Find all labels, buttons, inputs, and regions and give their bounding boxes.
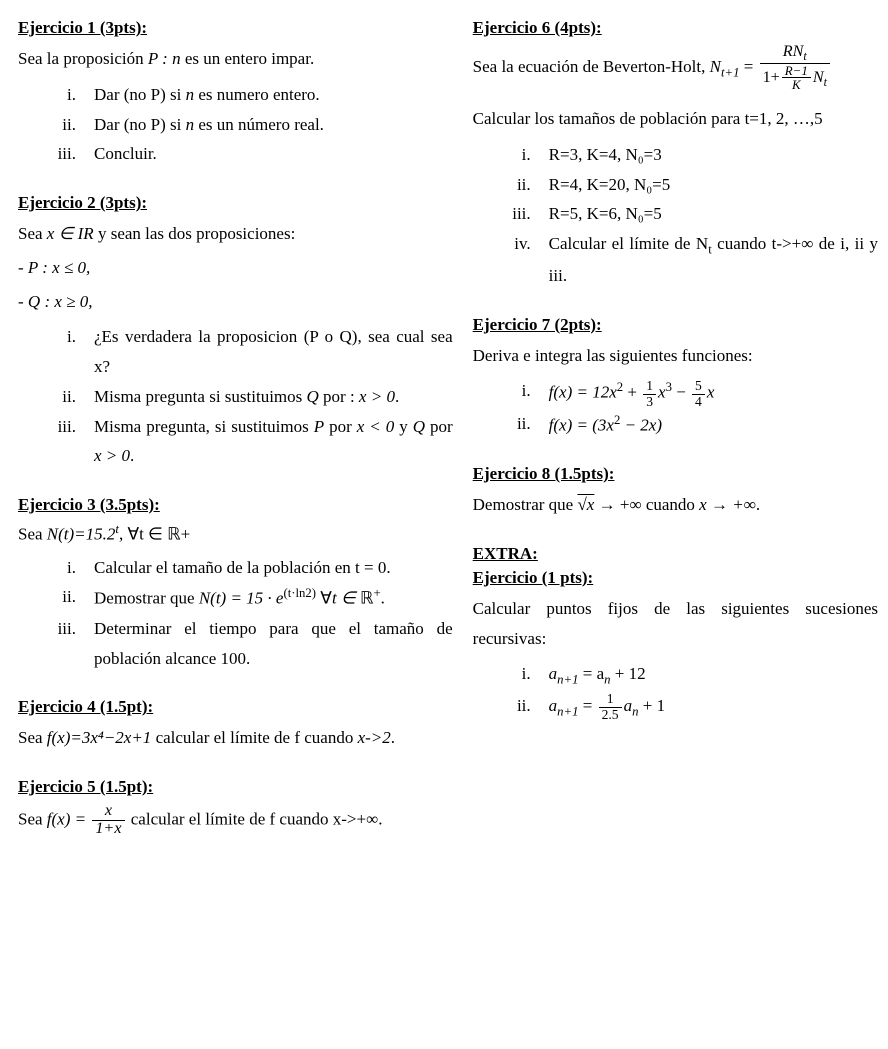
ex6-calc: Calcular los tamaños de población para t…	[473, 104, 878, 134]
ex4-body: Sea f(x)=3x⁴−2x+1 calcular el límite de …	[18, 723, 453, 753]
roman-num: ii.	[18, 582, 94, 613]
roman-num: iii.	[18, 139, 94, 169]
exercise-sheet: Ejercicio 1 (3pts): Sea la proposición P…	[0, 0, 888, 870]
list-item: i.R=3, K=4, N₀=3	[473, 140, 878, 170]
spacer	[473, 94, 878, 102]
list-item: i. an+1 = an + 12	[473, 659, 878, 691]
ex3-intro: Sea N(t)=15.2t, ∀t ∈ ℝ+	[18, 521, 453, 547]
roman-num: ii.	[473, 170, 549, 200]
ex3-title: Ejercicio 3 (3.5pts):	[18, 495, 453, 515]
ex1-list: i. Dar (no P) si n es numero entero. ii.…	[18, 80, 453, 169]
list-item: i. f(x) = 12x2 + 13x3 − 54x	[473, 376, 878, 409]
roman-num: iv.	[473, 229, 549, 290]
left-column: Ejercicio 1 (3pts): Sea la proposición P…	[18, 18, 473, 840]
ex2-p: - P : x ≤ 0,	[18, 253, 453, 283]
extra-list: i. an+1 = an + 12 ii. an+1 = 12.5an + 1	[473, 659, 878, 722]
roman-num: iii.	[473, 199, 549, 229]
ex2-title: Ejercicio 2 (3pts):	[18, 193, 453, 213]
li-body: Dar (no P) si n es un número real.	[94, 110, 453, 140]
ex3-list: i. Calcular el tamaño de la población en…	[18, 553, 453, 674]
roman-num: i.	[18, 80, 94, 110]
li-body: Determinar el tiempo para que el tamaño …	[94, 614, 453, 674]
roman-num: ii.	[18, 382, 94, 412]
list-item: ii.R=4, K=20, N₀=5	[473, 170, 878, 200]
ex6-title: Ejercicio 6 (4pts):	[473, 18, 878, 38]
ex4-title: Ejercicio 4 (1.5pt):	[18, 697, 453, 717]
list-item: ii. f(x) = (3x2 − 2x)	[473, 409, 878, 440]
list-item: ii. Demostrar que N(t) = 15 · e(t·ln2) ∀…	[18, 582, 453, 613]
extra-intro: Calcular puntos fijos de las siguientes …	[473, 594, 878, 654]
ex8-body: Demostrar que √x → +∞ cuando x → +∞.	[473, 490, 878, 520]
li-body: Concluir.	[94, 139, 453, 169]
fraction: RNt1+R−1KNt	[758, 44, 832, 92]
ex8-title: Ejercicio 8 (1.5pts):	[473, 464, 878, 484]
list-item: iii. Misma pregunta, si sustituimos P po…	[18, 412, 453, 472]
list-item: iii. Determinar el tiempo para que el ta…	[18, 614, 453, 674]
li-body: ¿Es verdadera la proposicion (P o Q), se…	[94, 322, 453, 382]
li-body: Misma pregunta si sustituimos Q por : x …	[94, 382, 453, 412]
right-column: Ejercicio 6 (4pts): Sea la ecuación de B…	[473, 18, 878, 840]
ex1-intro-pre: Sea la proposición	[18, 49, 148, 68]
list-item: i. Dar (no P) si n es numero entero.	[18, 80, 453, 110]
spacer	[473, 522, 878, 538]
fraction: x1+x	[90, 803, 126, 838]
list-item: iii. Concluir.	[18, 139, 453, 169]
list-item: ii. an+1 = 12.5an + 1	[473, 691, 878, 723]
ex1-intro-post: es un entero impar.	[181, 49, 315, 68]
spacer	[18, 755, 453, 771]
roman-num: ii.	[473, 691, 549, 723]
ex5-body: Sea f(x) = x1+x calcular el límite de f …	[18, 803, 453, 838]
list-item: iii.R=5, K=6, N₀=5	[473, 199, 878, 229]
ex6-intro: Sea la ecuación de Beverton-Holt, Nt+1 =…	[473, 44, 878, 92]
roman-num: ii.	[18, 110, 94, 140]
ex1-intro: Sea la proposición P : n es un entero im…	[18, 44, 453, 74]
roman-num: iii.	[18, 614, 94, 674]
list-item: ii. Misma pregunta si sustituimos Q por …	[18, 382, 453, 412]
ex7-intro: Deriva e integra las siguientes funcione…	[473, 341, 878, 371]
roman-num: i.	[473, 659, 549, 691]
roman-num: ii.	[473, 409, 549, 440]
extra-heading: EXTRA:	[473, 544, 878, 564]
roman-num: i.	[18, 553, 94, 583]
ex2-q: - Q : x ≥ 0,	[18, 287, 453, 317]
extra-title: Ejercicio (1 pts):	[473, 568, 878, 588]
list-item: i. ¿Es verdadera la proposicion (P o Q),…	[18, 322, 453, 382]
ex7-title: Ejercicio 7 (2pts):	[473, 315, 878, 335]
li-body: Demostrar que N(t) = 15 · e(t·ln2) ∀t ∈ …	[94, 582, 453, 613]
ex1-intro-math: P : n	[148, 49, 181, 68]
ex2-intro: Sea x ∈ IR y sean las dos proposiciones:	[18, 219, 453, 249]
list-item: iv. Calcular el límite de Nt cuando t->+…	[473, 229, 878, 290]
ex2-list: i. ¿Es verdadera la proposicion (P o Q),…	[18, 322, 453, 471]
list-item: ii. Dar (no P) si n es un número real.	[18, 110, 453, 140]
ex5-title: Ejercicio 5 (1.5pt):	[18, 777, 453, 797]
roman-num: i.	[473, 140, 549, 170]
li-body: Calcular el tamaño de la población en t …	[94, 553, 453, 583]
li-body: Misma pregunta, si sustituimos P por x <…	[94, 412, 453, 472]
roman-num: iii.	[18, 412, 94, 472]
ex7-list: i. f(x) = 12x2 + 13x3 − 54x ii. f(x) = (…	[473, 376, 878, 440]
roman-num: i.	[473, 376, 549, 409]
ex6-list: i.R=3, K=4, N₀=3 ii.R=4, K=20, N₀=5 iii.…	[473, 140, 878, 291]
roman-num: i.	[18, 322, 94, 382]
li-body: Dar (no P) si n es numero entero.	[94, 80, 453, 110]
ex1-title: Ejercicio 1 (3pts):	[18, 18, 453, 38]
list-item: i. Calcular el tamaño de la población en…	[18, 553, 453, 583]
